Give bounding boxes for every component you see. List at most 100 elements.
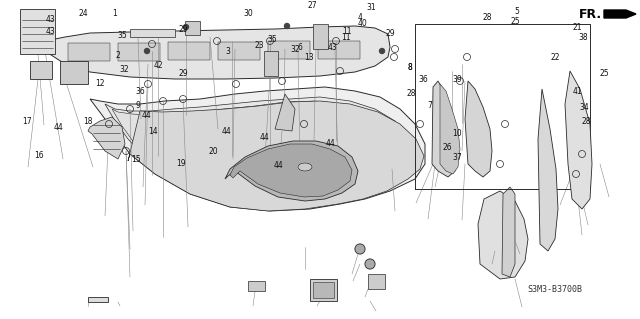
Text: 37: 37 — [452, 152, 462, 161]
Text: 20: 20 — [208, 147, 218, 157]
Text: 8: 8 — [408, 63, 412, 72]
Text: 41: 41 — [572, 86, 582, 95]
Text: 44: 44 — [53, 123, 63, 132]
Circle shape — [380, 48, 385, 54]
Polygon shape — [168, 42, 210, 60]
Polygon shape — [275, 94, 295, 131]
Text: 18: 18 — [83, 116, 93, 125]
Text: 43: 43 — [46, 27, 56, 36]
Polygon shape — [432, 81, 458, 177]
Text: 17: 17 — [22, 117, 32, 127]
Polygon shape — [185, 21, 200, 35]
Text: 2: 2 — [116, 51, 120, 61]
Polygon shape — [465, 81, 492, 177]
Polygon shape — [538, 89, 558, 251]
Polygon shape — [310, 279, 337, 301]
Polygon shape — [118, 42, 160, 61]
Polygon shape — [105, 97, 415, 209]
Text: 1: 1 — [113, 9, 117, 18]
Text: 38: 38 — [578, 33, 588, 42]
Text: 29: 29 — [385, 29, 395, 39]
Text: 27: 27 — [307, 2, 317, 11]
Text: 44: 44 — [326, 138, 336, 147]
Polygon shape — [264, 51, 278, 76]
Text: FR.: FR. — [579, 8, 602, 20]
Text: 11: 11 — [341, 33, 351, 41]
Polygon shape — [225, 141, 358, 201]
Text: 29: 29 — [178, 26, 188, 34]
Text: 24: 24 — [78, 9, 88, 18]
Text: 15: 15 — [131, 155, 141, 165]
Text: 10: 10 — [452, 130, 462, 138]
Text: 16: 16 — [34, 151, 44, 160]
Polygon shape — [502, 187, 515, 277]
Text: 35: 35 — [117, 32, 127, 41]
Text: 44: 44 — [260, 133, 270, 143]
Polygon shape — [68, 43, 110, 61]
Text: 32: 32 — [119, 65, 129, 75]
Polygon shape — [88, 297, 108, 302]
Text: 25: 25 — [510, 17, 520, 26]
Circle shape — [184, 25, 189, 29]
Text: 39: 39 — [452, 75, 462, 84]
Polygon shape — [88, 117, 125, 159]
Text: 44: 44 — [142, 112, 152, 121]
Polygon shape — [248, 281, 265, 291]
Text: 44: 44 — [274, 161, 284, 170]
Text: 14: 14 — [148, 127, 158, 136]
Polygon shape — [60, 61, 88, 84]
Text: 22: 22 — [550, 53, 560, 62]
Text: 4: 4 — [358, 13, 362, 23]
Polygon shape — [218, 41, 260, 60]
Polygon shape — [313, 282, 334, 298]
Circle shape — [365, 259, 375, 269]
Ellipse shape — [298, 163, 312, 171]
Text: 5: 5 — [515, 8, 520, 17]
Text: 40: 40 — [358, 19, 368, 28]
Text: 11: 11 — [342, 27, 352, 36]
Polygon shape — [130, 29, 175, 37]
Text: 19: 19 — [176, 159, 186, 167]
Text: 9: 9 — [136, 101, 140, 110]
Text: 34: 34 — [579, 102, 589, 112]
Text: 31: 31 — [366, 4, 376, 12]
Text: 23: 23 — [254, 41, 264, 50]
Text: 8: 8 — [408, 63, 412, 72]
Text: 28: 28 — [581, 117, 591, 127]
Text: 12: 12 — [95, 78, 105, 87]
Text: 3: 3 — [225, 47, 230, 56]
Circle shape — [355, 244, 365, 254]
Text: 36: 36 — [135, 86, 145, 95]
Text: 6: 6 — [298, 43, 303, 53]
Polygon shape — [313, 24, 328, 49]
Polygon shape — [30, 61, 52, 79]
Text: 42: 42 — [153, 62, 163, 70]
Text: 43: 43 — [328, 43, 338, 53]
Text: 36: 36 — [418, 76, 428, 85]
Text: 30: 30 — [243, 9, 253, 18]
Text: 28: 28 — [483, 13, 492, 23]
FancyArrow shape — [604, 10, 636, 18]
Polygon shape — [368, 274, 385, 289]
Polygon shape — [440, 84, 460, 174]
Polygon shape — [90, 87, 425, 211]
Text: 35: 35 — [267, 35, 277, 44]
Circle shape — [285, 24, 289, 28]
Polygon shape — [112, 101, 408, 208]
Polygon shape — [268, 41, 310, 59]
Circle shape — [145, 48, 150, 54]
Polygon shape — [128, 101, 424, 211]
Polygon shape — [230, 144, 352, 197]
Text: 32: 32 — [290, 46, 300, 55]
Polygon shape — [478, 191, 528, 279]
Text: 43: 43 — [46, 16, 56, 25]
Polygon shape — [318, 41, 360, 58]
Text: 13: 13 — [304, 53, 314, 62]
Text: 29: 29 — [178, 70, 188, 78]
Polygon shape — [565, 71, 592, 209]
Text: 7: 7 — [428, 101, 433, 110]
Text: S3M3-B3700B: S3M3-B3700B — [527, 286, 582, 294]
Text: 28: 28 — [406, 88, 416, 98]
Text: 21: 21 — [572, 23, 582, 32]
Text: 44: 44 — [222, 127, 232, 136]
